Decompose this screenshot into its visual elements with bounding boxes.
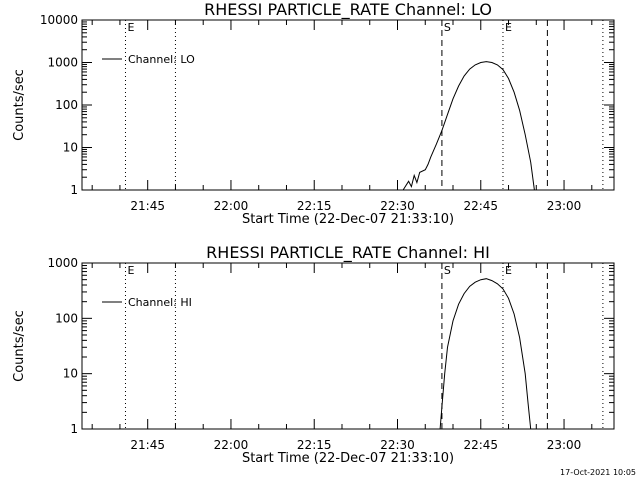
plot-frame (81, 262, 615, 430)
y-tick-label: 10000 (40, 13, 78, 27)
x-axis-label: Start Time (22-Dec-07 21:33:10) (242, 212, 454, 227)
y-tick-label: 1 (70, 183, 78, 197)
timestamp-label: 17-Oct-2021 10:05 (560, 468, 636, 477)
y-tick-label: 1000 (47, 256, 78, 270)
x-tick-label: 21:45 (130, 438, 165, 452)
plot-frame (81, 19, 615, 191)
x-tick-label: 22:15 (297, 438, 332, 452)
x-axis-label: Start Time (22-Dec-07 21:33:10) (242, 451, 454, 466)
x-tick-label: 22:45 (463, 199, 498, 213)
time-marker-label: S (444, 21, 451, 34)
y-tick-label: 1 (70, 422, 78, 436)
x-tick-label: 23:00 (547, 438, 582, 452)
legend-label: Channel: HI (128, 296, 192, 309)
y-tick-label: 10 (63, 367, 78, 381)
x-tick-label: 22:15 (297, 199, 332, 213)
chart-panel-1: RHESSI PARTICLE_RATE Channel: LO 1 10 100 10… (12, 0, 615, 227)
y-tick-label: 100 (55, 98, 78, 112)
x-tick-label: 22:45 (463, 438, 498, 452)
chart-panel-2: RHESSI PARTICLE_RATE Channel: HI 1 10 100 10… (12, 243, 615, 466)
y-tick-label: 100 (55, 311, 78, 325)
time-marker-label: E (505, 21, 512, 34)
time-marker-label: E (505, 264, 512, 277)
series-line (402, 61, 535, 191)
legend-label: Channel: LO (128, 53, 195, 66)
y-tick-label: 10 (63, 141, 78, 155)
time-marker-label: E (127, 21, 134, 34)
y-tick-label: 1000 (47, 56, 78, 70)
y-axis-label: Counts/sec (12, 310, 27, 382)
chart-title: RHESSI PARTICLE_RATE Channel: LO (204, 0, 492, 20)
x-tick-label: 22:30 (380, 438, 415, 452)
time-marker-label: S (444, 264, 451, 277)
time-marker-label: E (127, 264, 134, 277)
x-tick-label: 21:45 (130, 199, 165, 213)
x-tick-label: 22:00 (214, 199, 249, 213)
y-axis-label: Counts/sec (12, 69, 27, 141)
x-tick-label: 23:00 (547, 199, 582, 213)
x-tick-label: 22:30 (380, 199, 415, 213)
chart-title: RHESSI PARTICLE_RATE Channel: HI (206, 243, 490, 263)
x-tick-label: 22:00 (214, 438, 249, 452)
series-line (439, 278, 532, 430)
